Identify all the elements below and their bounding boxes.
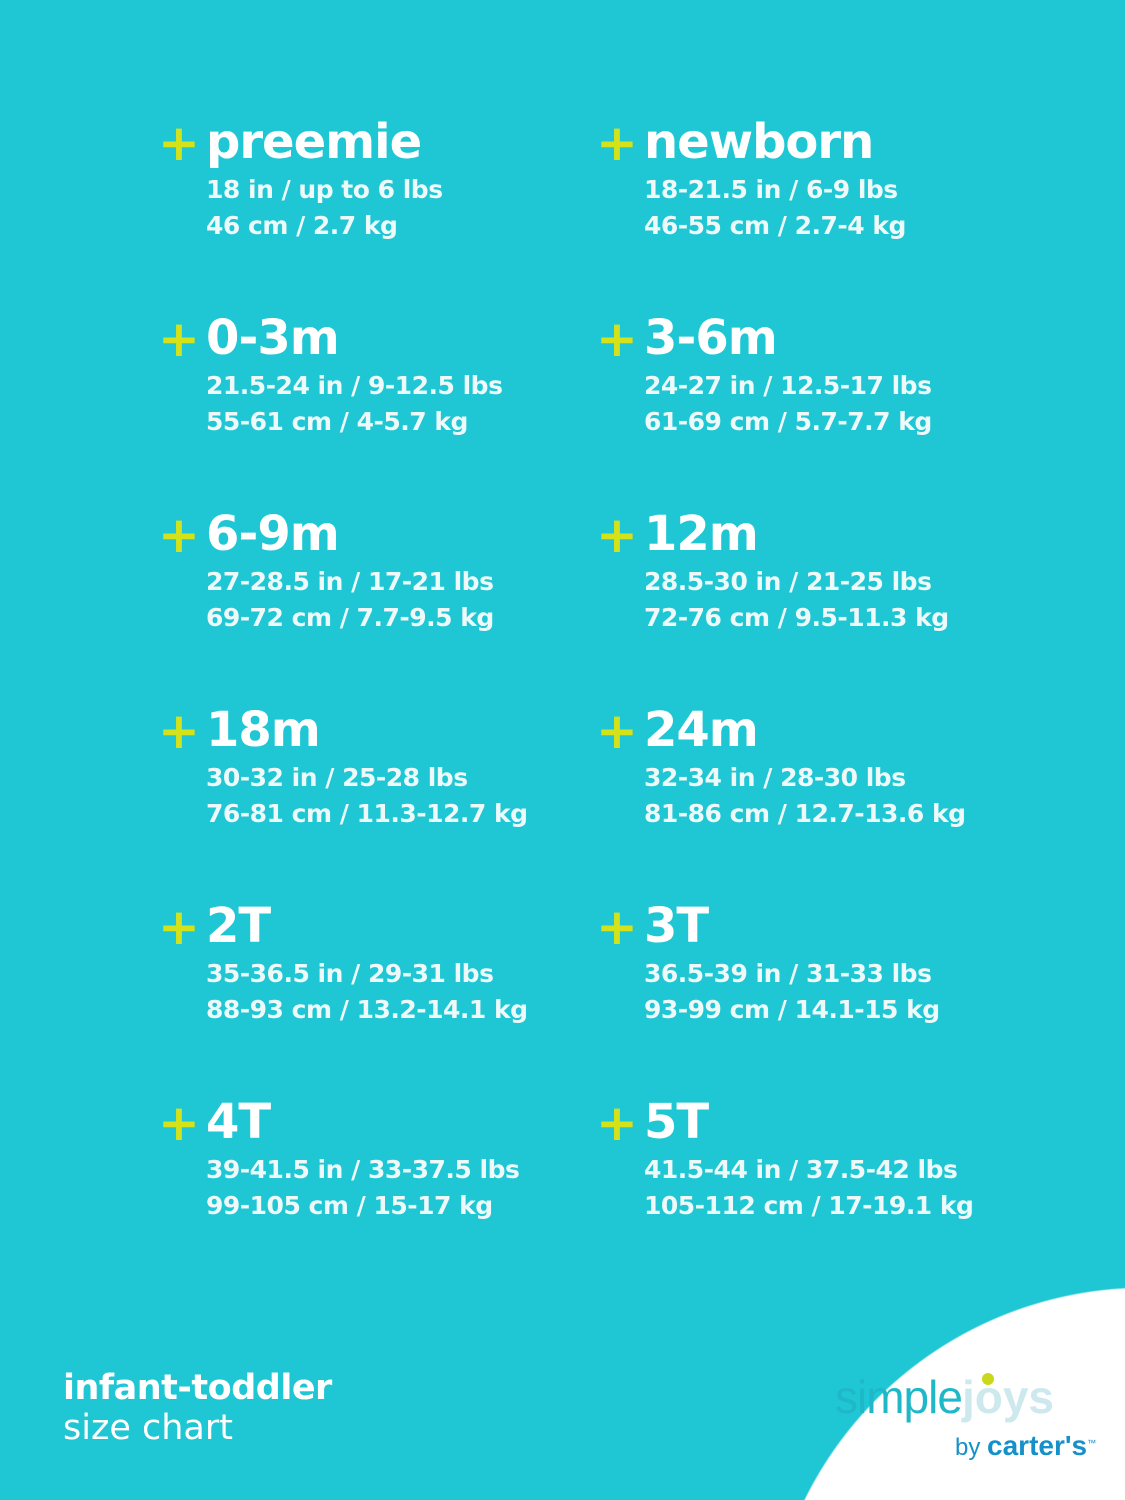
logo-tm: ™ (1087, 1438, 1097, 1448)
chart-caption: infant-toddler size chart (63, 1368, 332, 1448)
size-metric: 88-93 cm / 13.2-14.1 kg (206, 995, 528, 1024)
size-item: + 2T 35-36.5 in / 29-31 lbs 88-93 cm / 1… (158, 896, 596, 1092)
size-name: 4T (206, 1094, 271, 1150)
size-name: 3T (644, 898, 709, 954)
size-imperial: 36.5-39 in / 31-33 lbs (644, 959, 932, 988)
plus-icon: + (596, 506, 638, 564)
size-name: 18m (206, 702, 321, 758)
size-item: + 0-3m 21.5-24 in / 9-12.5 lbs 55-61 cm … (158, 308, 596, 504)
plus-icon: + (158, 898, 200, 956)
size-name: newborn (644, 114, 874, 170)
logo-dot-icon (981, 1373, 994, 1385)
size-name: preemie (206, 114, 422, 170)
size-imperial: 18-21.5 in / 6-9 lbs (644, 175, 898, 204)
size-imperial: 39-41.5 in / 33-37.5 lbs (206, 1155, 520, 1184)
size-imperial: 28.5-30 in / 21-25 lbs (644, 567, 932, 596)
size-item: + 6-9m 27-28.5 in / 17-21 lbs 69-72 cm /… (158, 504, 596, 700)
size-metric: 69-72 cm / 7.7-9.5 kg (206, 603, 494, 632)
size-name: 12m (644, 506, 759, 562)
logo-background (765, 1287, 1125, 1500)
size-item: + 5T 41.5-44 in / 37.5-42 lbs 105-112 cm… (596, 1092, 1034, 1288)
size-imperial: 41.5-44 in / 37.5-42 lbs (644, 1155, 958, 1184)
size-metric: 72-76 cm / 9.5-11.3 kg (644, 603, 949, 632)
caption-line-2: size chart (63, 1408, 233, 1448)
size-imperial: 35-36.5 in / 29-31 lbs (206, 959, 494, 988)
size-item: + 3-6m 24-27 in / 12.5-17 lbs 61-69 cm /… (596, 308, 1034, 504)
size-metric: 46 cm / 2.7 kg (206, 211, 398, 240)
logo-simple: simple (835, 1371, 963, 1423)
logo-brand: carter's (987, 1430, 1088, 1461)
logo-by-carters: by carter's™ (955, 1430, 1096, 1462)
size-metric: 46-55 cm / 2.7-4 kg (644, 211, 906, 240)
size-imperial: 21.5-24 in / 9-12.5 lbs (206, 371, 503, 400)
plus-icon: + (596, 702, 638, 760)
plus-icon: + (596, 310, 638, 368)
size-metric: 99-105 cm / 15-17 kg (206, 1191, 493, 1220)
size-metric: 61-69 cm / 5.7-7.7 kg (644, 407, 932, 436)
size-item: + 24m 32-34 in / 28-30 lbs 81-86 cm / 12… (596, 700, 1034, 896)
logo-joys-text: joys (961, 1371, 1054, 1423)
size-imperial: 27-28.5 in / 17-21 lbs (206, 567, 494, 596)
size-name: 3-6m (644, 310, 778, 366)
size-item: + 3T 36.5-39 in / 31-33 lbs 93-99 cm / 1… (596, 896, 1034, 1092)
size-metric: 105-112 cm / 17-19.1 kg (644, 1191, 974, 1220)
plus-icon: + (158, 1094, 200, 1152)
size-name: 0-3m (206, 310, 340, 366)
size-imperial: 18 in / up to 6 lbs (206, 175, 443, 204)
size-name: 24m (644, 702, 759, 758)
plus-icon: + (158, 702, 200, 760)
plus-icon: + (596, 1094, 638, 1152)
plus-icon: + (158, 114, 200, 172)
logo-by: by (955, 1434, 981, 1461)
size-metric: 81-86 cm / 12.7-13.6 kg (644, 799, 966, 828)
size-grid: + preemie 18 in / up to 6 lbs 46 cm / 2.… (158, 112, 1034, 1288)
size-name: 6-9m (206, 506, 340, 562)
caption-line-1: infant-toddler (63, 1368, 332, 1408)
plus-icon: + (158, 310, 200, 368)
size-metric: 55-61 cm / 4-5.7 kg (206, 407, 468, 436)
size-metric: 76-81 cm / 11.3-12.7 kg (206, 799, 528, 828)
size-imperial: 30-32 in / 25-28 lbs (206, 763, 468, 792)
plus-icon: + (596, 114, 638, 172)
size-name: 2T (206, 898, 271, 954)
plus-icon: + (158, 506, 200, 564)
brand-logo: simple joys by carter's™ (835, 1370, 1096, 1461)
size-imperial: 24-27 in / 12.5-17 lbs (644, 371, 932, 400)
size-item: + 18m 30-32 in / 25-28 lbs 76-81 cm / 11… (158, 700, 596, 896)
size-item: + newborn 18-21.5 in / 6-9 lbs 46-55 cm … (596, 112, 1034, 308)
size-metric: 93-99 cm / 14.1-15 kg (644, 995, 940, 1024)
size-name: 5T (644, 1094, 709, 1150)
size-item: + 4T 39-41.5 in / 33-37.5 lbs 99-105 cm … (158, 1092, 596, 1288)
size-item: + 12m 28.5-30 in / 21-25 lbs 72-76 cm / … (596, 504, 1034, 700)
size-imperial: 32-34 in / 28-30 lbs (644, 763, 906, 792)
plus-icon: + (596, 898, 638, 956)
size-item: + preemie 18 in / up to 6 lbs 46 cm / 2.… (158, 112, 596, 308)
logo-joys: joys (962, 1371, 1054, 1423)
